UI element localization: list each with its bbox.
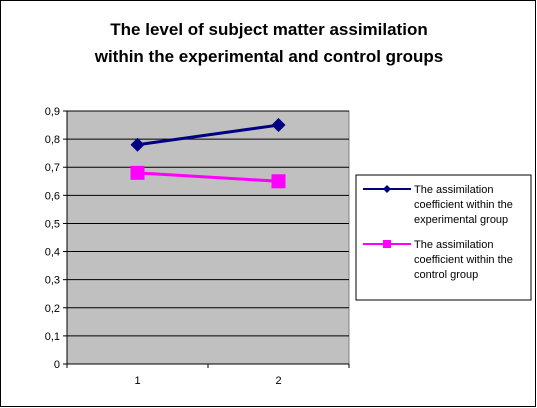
y-tick-label: 0,5 (45, 218, 60, 230)
series-line-1 (137, 123, 279, 147)
legend-entry-2: The assimilation coefficient within the co… (363, 239, 513, 281)
y-tick-label: 0 (54, 359, 60, 371)
legend-label-line: experimental group (414, 214, 508, 226)
legend-marker (383, 240, 391, 248)
y-tick-label: 0,4 (45, 247, 60, 259)
axes (63, 110, 350, 368)
grid-lines (67, 110, 349, 337)
legend-entry-1: The assimilation coefficient within the ex… (363, 184, 513, 226)
data-point (130, 165, 145, 180)
series-line-2 (137, 171, 279, 183)
chart-title-line-2: within the experimental and control grou… (94, 47, 444, 66)
x-tick-label: 2 (275, 375, 281, 387)
legend-label-line: coefficient within the (414, 199, 513, 211)
data-point (271, 118, 286, 133)
y-tick-label: 0,9 (45, 106, 60, 118)
y-tick-label: 0,1 (45, 331, 60, 343)
data-point (271, 174, 286, 189)
x-tick-label: 1 (134, 375, 140, 387)
y-tick-label: 0,7 (45, 162, 60, 174)
y-tick-label: 0,6 (45, 190, 60, 202)
legend: The assimilation coefficient within the ex… (355, 174, 532, 301)
legend-label-line: The assimilation (414, 184, 493, 196)
plot-area (66, 110, 350, 365)
data-point (130, 137, 145, 152)
legend-box (355, 174, 532, 301)
y-tick-label: 0,2 (45, 303, 60, 315)
chart-title: The level of subject matter assimilation… (94, 20, 444, 66)
series-markers (130, 118, 286, 189)
y-axis-tick-labels: 0 0,1 0,2 0,3 0,4 0,5 0,6 0,7 0,8 0,9 (45, 106, 60, 371)
legend-label-line: The assimilation (414, 239, 493, 251)
y-tick-label: 0,3 (45, 275, 60, 287)
chart-title-line-1: The level of subject matter assimilation (110, 20, 427, 39)
legend-label-line: control group (414, 269, 478, 281)
legend-marker (383, 185, 391, 193)
y-tick-label: 0,8 (45, 134, 60, 146)
legend-label-line: coefficient within the (414, 254, 513, 266)
series-lines (137, 123, 279, 183)
